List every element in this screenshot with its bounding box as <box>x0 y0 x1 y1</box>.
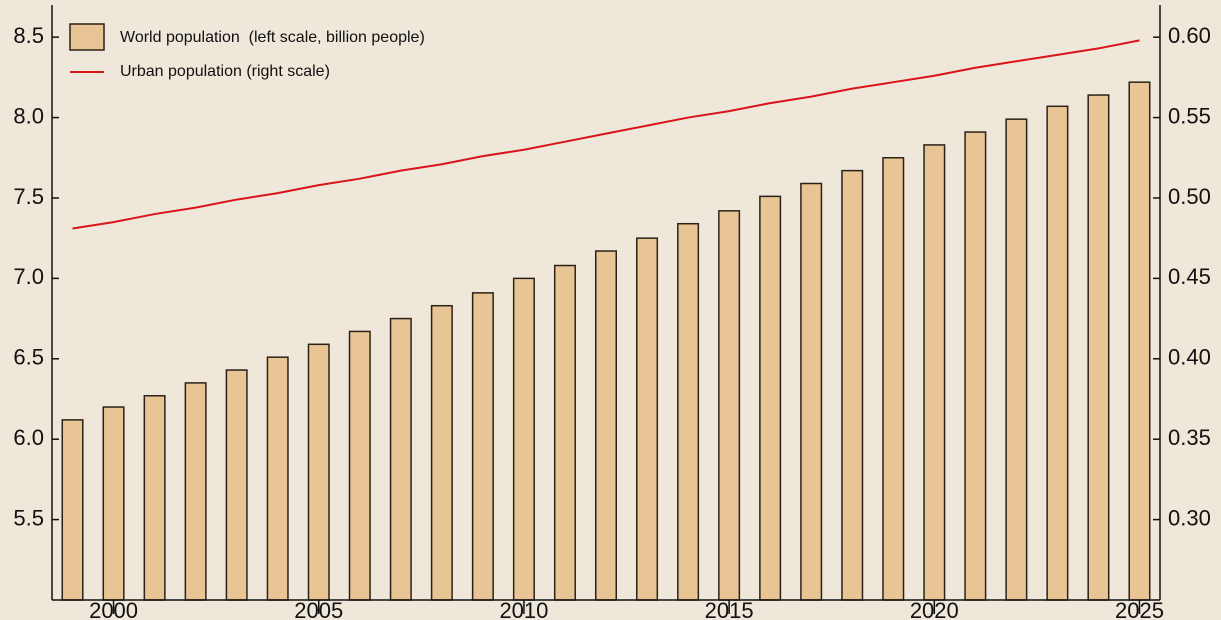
bar <box>184 382 207 601</box>
x-tick-label: 2025 <box>1115 598 1164 620</box>
bar <box>800 182 823 601</box>
y-tick-label: 5.5 <box>13 505 44 530</box>
bar <box>307 343 330 601</box>
y-tick-label: 7.5 <box>13 184 44 209</box>
bar <box>348 330 371 601</box>
x-tick-label: 2015 <box>705 598 754 620</box>
bar <box>964 131 987 601</box>
bar <box>636 237 659 601</box>
legend-swatch <box>69 23 105 51</box>
y2-tick-label: 0.60 <box>1168 23 1211 48</box>
x-tick-label: 2000 <box>89 598 138 620</box>
bar <box>1046 105 1069 601</box>
bar <box>430 304 453 601</box>
bar <box>471 292 494 601</box>
bar <box>389 317 412 601</box>
bar <box>841 169 864 601</box>
y-tick-label: 7.0 <box>13 264 44 289</box>
y2-tick-label: 0.50 <box>1168 184 1211 209</box>
bar <box>266 356 289 601</box>
bar <box>923 144 946 601</box>
bar <box>143 395 166 601</box>
x-tick-label: 2020 <box>910 598 959 620</box>
bar <box>61 419 84 601</box>
y-tick-label: 6.5 <box>13 345 44 370</box>
bar <box>718 210 741 601</box>
bar <box>1087 94 1110 601</box>
bar <box>1005 118 1028 601</box>
legend-label: Urban population (right scale) <box>120 63 330 80</box>
y2-tick-label: 0.35 <box>1168 425 1211 450</box>
x-tick-label: 2005 <box>294 598 343 620</box>
bar <box>1128 81 1151 601</box>
bar <box>512 277 535 601</box>
bar <box>882 157 905 601</box>
y-tick-label: 6.0 <box>13 425 44 450</box>
y2-tick-label: 0.40 <box>1168 345 1211 370</box>
bar <box>759 195 782 601</box>
y-tick-label: 8.5 <box>13 23 44 48</box>
bar <box>553 264 576 601</box>
line <box>72 39 1140 230</box>
y2-tick-label: 0.30 <box>1168 505 1211 530</box>
x-tick-label: 2010 <box>499 598 548 620</box>
legend-label: World population (left scale, billion pe… <box>120 29 425 46</box>
bar <box>102 406 125 601</box>
y2-tick-label: 0.45 <box>1168 264 1211 289</box>
y2-tick-label: 0.55 <box>1168 103 1211 128</box>
y-tick-label: 8.0 <box>13 103 44 128</box>
bar <box>225 369 248 601</box>
bar <box>594 250 618 601</box>
bar <box>677 222 700 601</box>
